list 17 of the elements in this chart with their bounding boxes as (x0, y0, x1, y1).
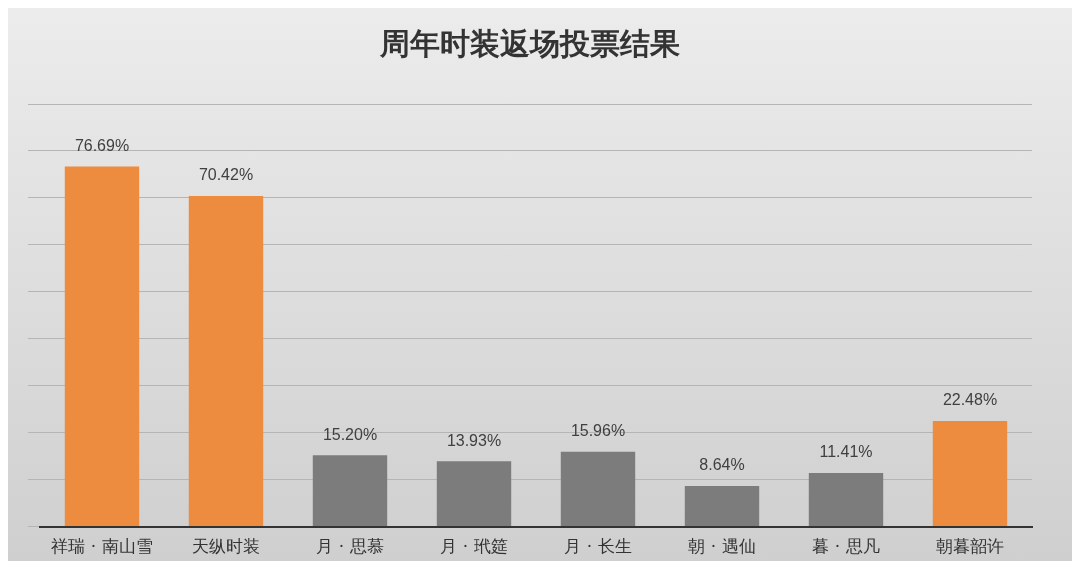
data-label: 76.69% (74, 136, 130, 154)
x-tick-label: 暮 · 思凡 (812, 536, 880, 557)
data-label: 70.42% (198, 166, 254, 184)
x-tick-label: 祥瑞 · 南山雪 (51, 536, 153, 557)
data-label: 13.93% (446, 431, 502, 449)
data-label: 15.96% (570, 422, 626, 440)
data-label: 11.41% (819, 443, 873, 461)
x-tick-label: 朝 · 遇仙 (688, 536, 756, 557)
data-label: 8.64% (699, 456, 745, 474)
data-label: 15.20% (322, 425, 378, 443)
chart-title: 周年时装返场投票结果 (379, 25, 680, 61)
data-label: 22.48% (942, 391, 998, 409)
x-tick-label: 月 · 玳筵 (440, 536, 508, 557)
x-tick-label: 朝暮韶许 (936, 536, 1004, 557)
x-tick-label: 月 · 思慕 (316, 536, 384, 557)
x-tick-label: 月 · 长生 (564, 536, 632, 557)
x-tick-label: 天纵时装 (192, 536, 260, 557)
